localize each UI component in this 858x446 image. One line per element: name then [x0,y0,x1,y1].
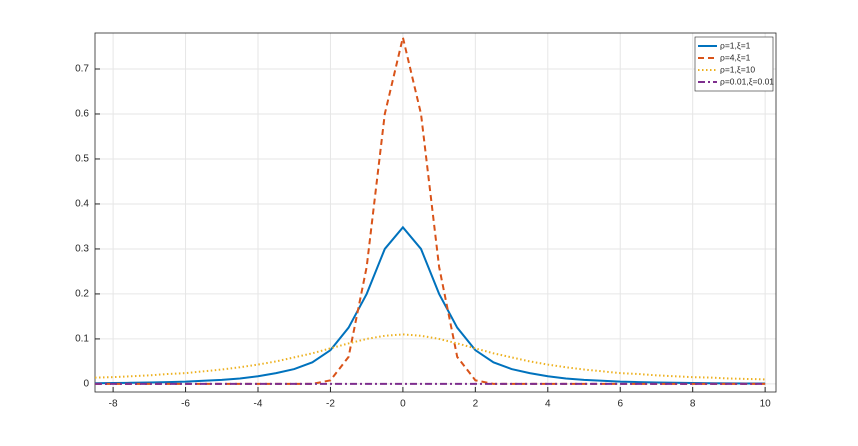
x-tick-label: -6 [181,399,190,410]
plot-area [95,33,776,392]
y-tick-label: 0.6 [75,109,89,120]
series-line [94,225,766,385]
axes-box [94,32,777,393]
x-tick-label: 6 [617,399,623,410]
y-tick-label: 0 [83,379,89,390]
y-tick-label: 0.2 [75,289,89,300]
x-tick-label: 8 [690,399,696,410]
legend-label: ρ=0.01,ξ=0.01 [720,76,774,86]
x-tick-label: 0 [400,399,406,410]
x-tick-label: -2 [326,399,335,410]
y-tick-label: 0.7 [75,64,89,75]
x-tick-label: -4 [254,399,263,410]
y-tick-label: 0.4 [75,199,89,210]
legend-label: ρ=1,ξ=10 [720,64,755,74]
x-tick-label: 10 [760,399,772,410]
legend-label: ρ=1,ξ=1 [720,40,751,50]
y-tick-label: 0.3 [75,244,89,255]
legend-label: ρ=4,ξ=1 [720,52,751,62]
y-tick-label: 0.1 [75,334,89,345]
x-tick-label: 2 [473,399,479,410]
y-tick-label: 0.5 [75,154,89,165]
x-tick-label: -8 [109,399,118,410]
x-tick-label: 4 [545,399,551,410]
